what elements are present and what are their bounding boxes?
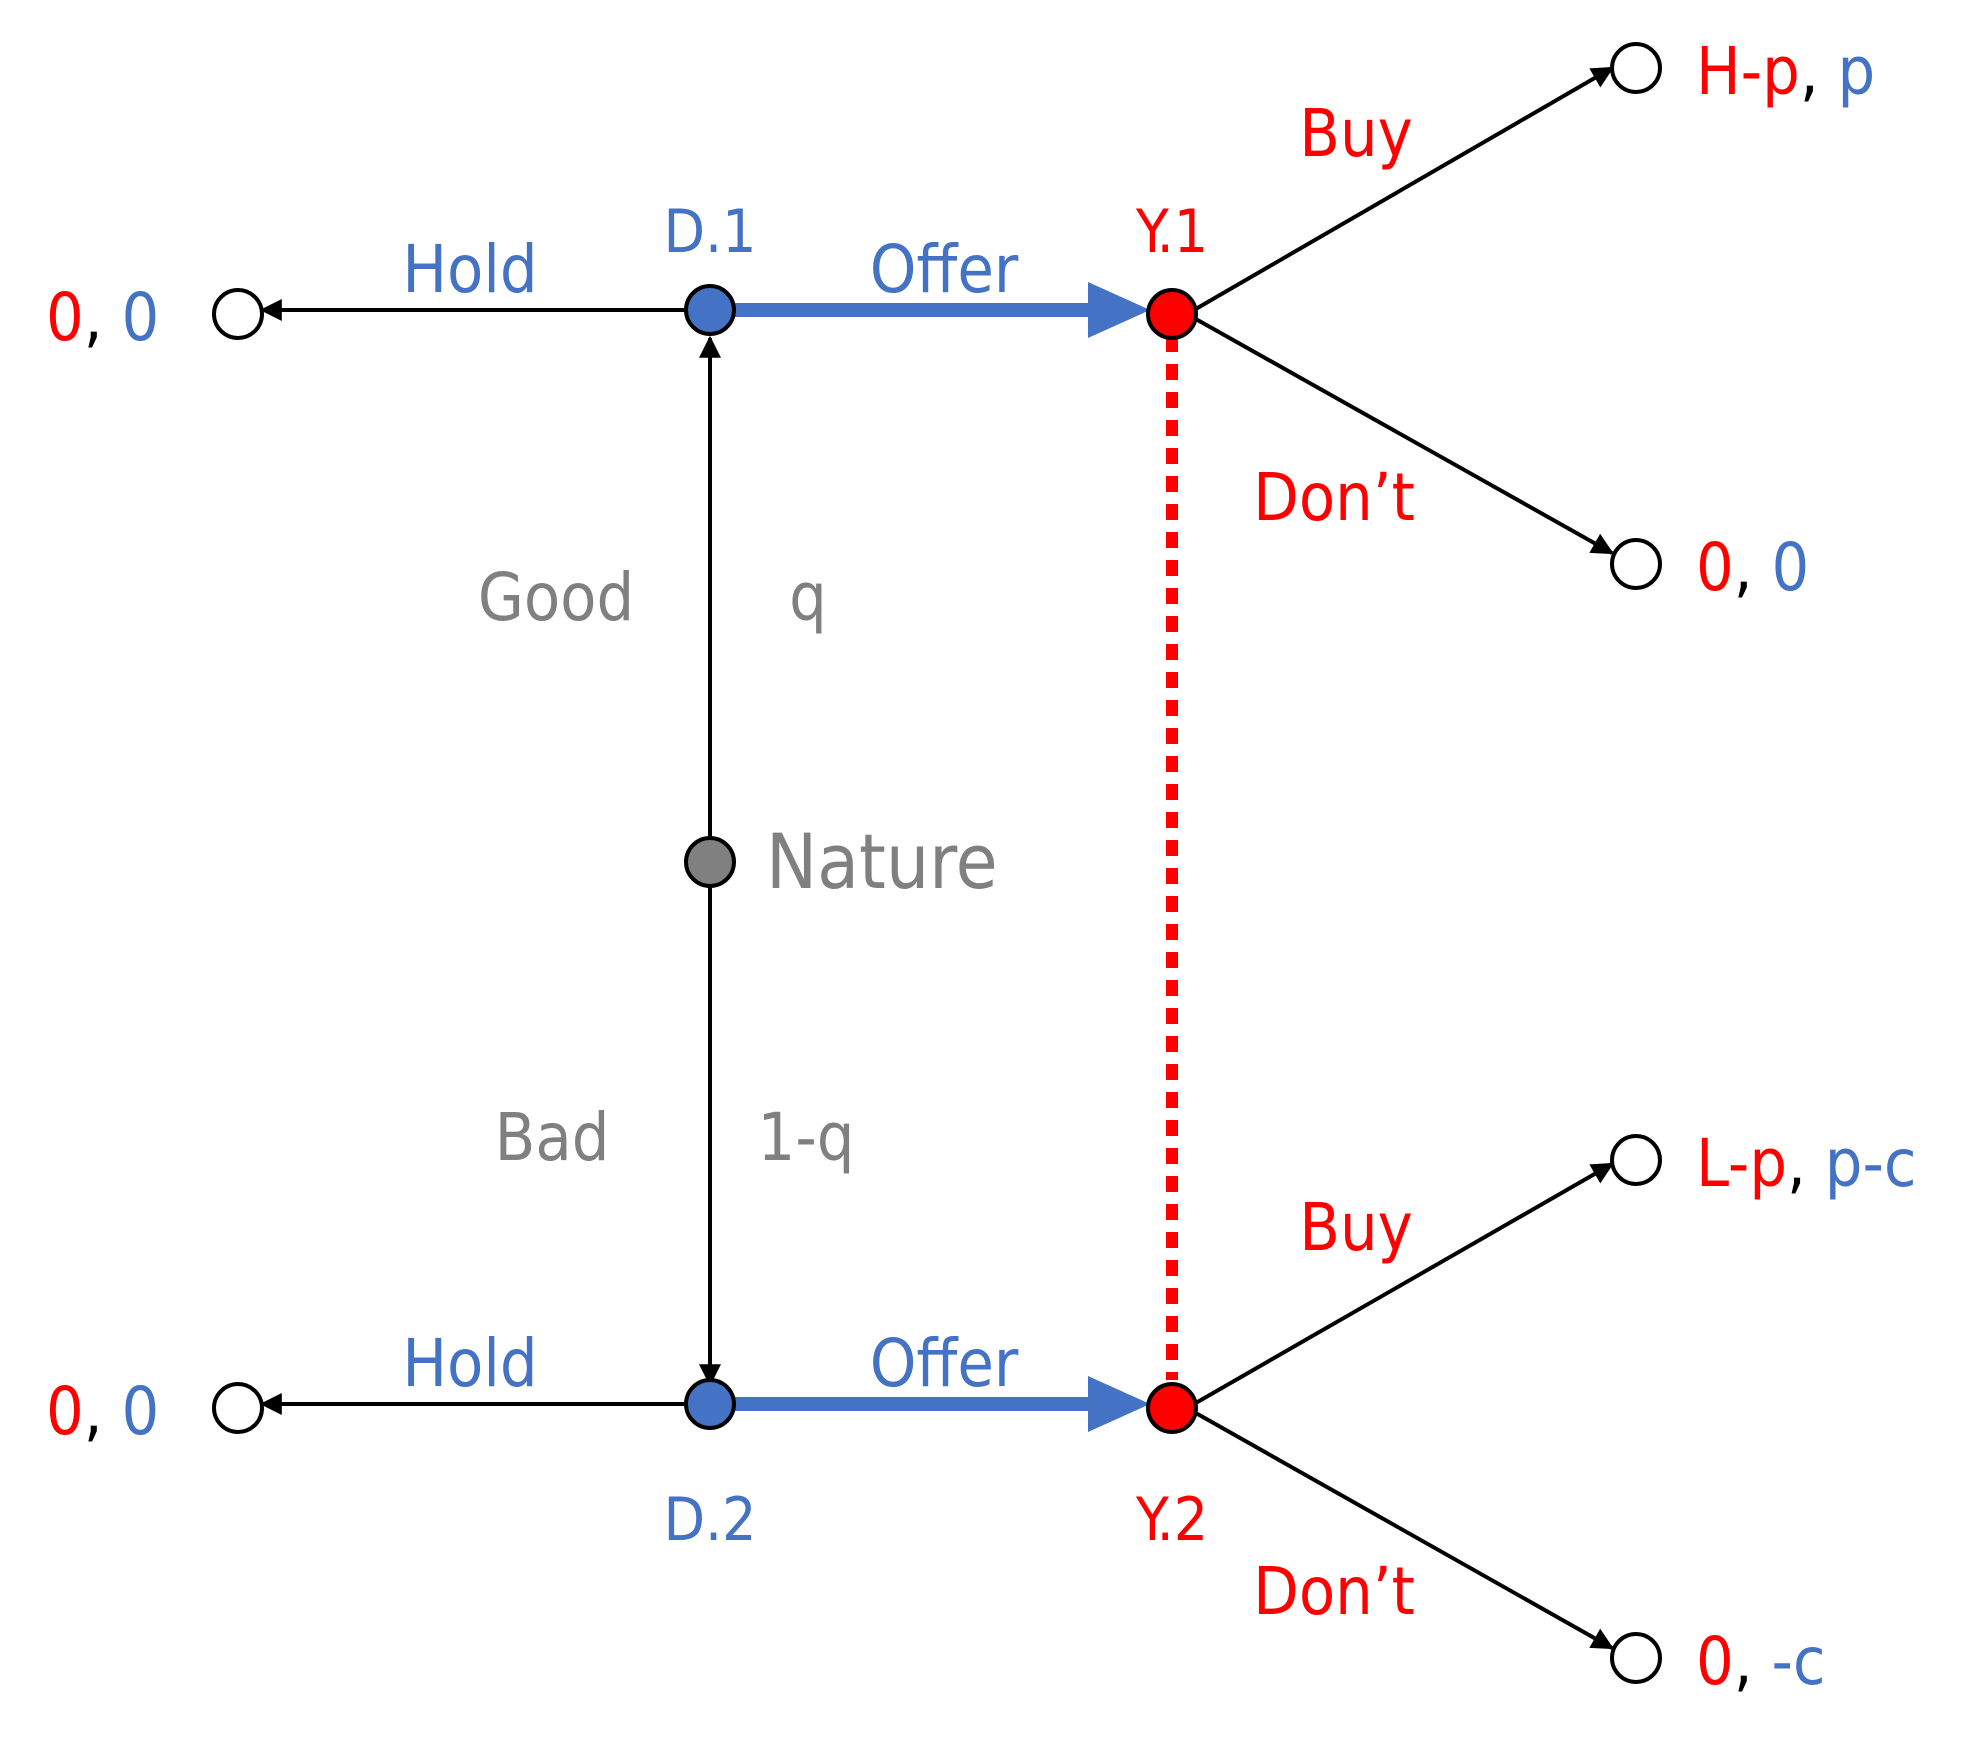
terminal-node-buy-good (1610, 42, 1662, 94)
payoff-separator: , (1800, 33, 1838, 110)
payoff-separator: , (84, 279, 122, 356)
d1-node (684, 284, 736, 336)
bad-prob-label: 1-q (758, 1099, 855, 1176)
payoff-first: L-p (1696, 1125, 1787, 1202)
y2-node (1146, 1382, 1198, 1434)
buy-bottom-label: Buy (1299, 1189, 1413, 1266)
nodes (212, 42, 1662, 1684)
hold-edges (259, 299, 686, 1415)
d2-node (684, 1378, 736, 1430)
hold-bottom-label: Hold (402, 1325, 537, 1402)
payoff-buy-bad: L-p, p-c (1696, 1125, 1917, 1202)
offer-top-arrowhead (1088, 282, 1150, 338)
buyer-edges (1192, 66, 1614, 1650)
bad-label: Bad (495, 1099, 610, 1176)
payoff-dont-bad: 0, -c (1696, 1623, 1826, 1700)
nature-label: Nature (766, 817, 998, 906)
terminal-node-buy-bad (1610, 1134, 1662, 1186)
payoff-hold-bottom: 0, 0 (46, 1373, 159, 1450)
action-labels: Hold Hold Offer Offer Buy Don’t Buy Don’… (402, 95, 1415, 1630)
y2-label: Y.2 (1135, 1485, 1208, 1555)
payoff-second: p-c (1825, 1125, 1917, 1202)
good-label: Good (478, 559, 634, 636)
offer-bottom-label: Offer (870, 1325, 1019, 1402)
payoff-dont-good: 0, 0 (1696, 529, 1809, 606)
edge-dont-bottom (1193, 1410, 1614, 1650)
good-prob-label: q (789, 559, 827, 636)
nature-move-labels: Good q Bad 1-q (478, 559, 855, 1176)
payoff-separator: , (1787, 1125, 1825, 1202)
dont-bottom-label: Don’t (1253, 1553, 1415, 1630)
node-labels: D.1 D.2 Y.1 Y.2 Nature (663, 197, 1208, 1555)
payoff-first: 0 (1696, 1623, 1734, 1700)
edge-buy-bottom (1193, 1162, 1614, 1406)
payoff-second: p (1838, 33, 1876, 110)
y1-node (1146, 288, 1198, 340)
offer-top-label: Offer (870, 231, 1019, 308)
payoff-labels: 0, 0 0, 0 H-p, p 0, 0 L-p, p-c 0, -c (46, 33, 1917, 1700)
offer-edges (734, 282, 1150, 1432)
buy-top-label: Buy (1299, 95, 1413, 172)
payoff-buy-good: H-p, p (1696, 33, 1875, 110)
payoff-first: 0 (46, 1373, 84, 1450)
edge-buy-top (1192, 66, 1614, 312)
dont-top-label: Don’t (1253, 459, 1415, 536)
terminal-node-dont-bad (1610, 1632, 1662, 1684)
payoff-first: 0 (1696, 529, 1734, 606)
payoff-second: 0 (122, 279, 160, 356)
payoff-first: H-p (1696, 33, 1800, 110)
payoff-second: 0 (1772, 529, 1810, 606)
payoff-second: 0 (122, 1373, 160, 1450)
terminal-node-hold-bottom (212, 1382, 264, 1434)
payoff-separator: , (1734, 529, 1772, 606)
payoff-hold-top: 0, 0 (46, 279, 159, 356)
d2-label: D.2 (663, 1485, 756, 1555)
terminal-node-hold-top (212, 288, 264, 340)
nature-node (684, 836, 736, 888)
payoff-second: -c (1772, 1623, 1826, 1700)
d1-label: D.1 (663, 197, 756, 267)
y1-label: Y.1 (1135, 197, 1208, 267)
payoff-separator: , (84, 1373, 122, 1450)
hold-top-label: Hold (402, 231, 537, 308)
offer-bottom-arrowhead (1088, 1376, 1150, 1432)
payoff-first: 0 (46, 279, 84, 356)
terminal-node-dont-good (1610, 538, 1662, 590)
edge-dont-top (1193, 316, 1614, 555)
payoff-separator: , (1734, 1623, 1772, 1700)
